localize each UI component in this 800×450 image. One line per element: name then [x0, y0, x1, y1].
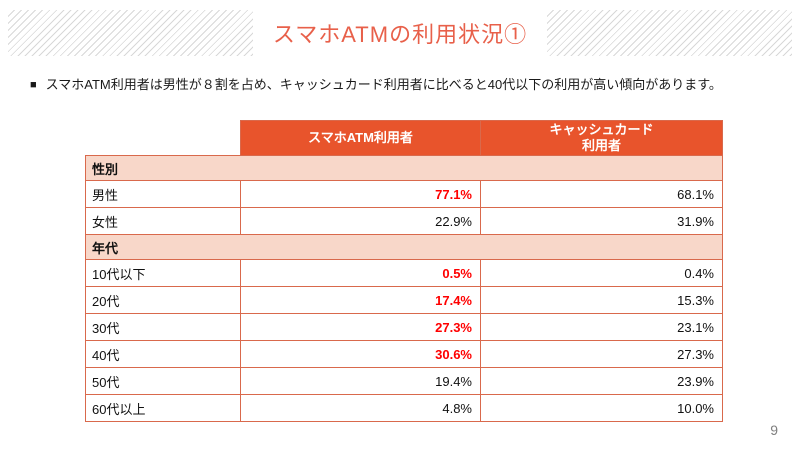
card-value: 23.1% — [480, 313, 723, 341]
row-label: 40代 — [85, 340, 241, 368]
table-header-row: スマホATM利用者 キャッシュカード 利用者 — [85, 120, 723, 156]
row-label: 60代以上 — [85, 394, 241, 422]
row-label: 20代 — [85, 286, 241, 314]
section-row-gender: 性別 — [85, 155, 723, 181]
table-row: 女性 22.9% 31.9% — [85, 207, 723, 235]
corner-cell — [85, 120, 241, 156]
card-value: 23.9% — [480, 367, 723, 395]
row-label: 30代 — [85, 313, 241, 341]
section-label: 性別 — [85, 155, 723, 181]
atm-value: 30.6% — [240, 340, 481, 368]
row-label: 50代 — [85, 367, 241, 395]
row-label: 男性 — [85, 180, 241, 208]
table-row: 20代 17.4% 15.3% — [85, 286, 723, 314]
row-label: 10代以下 — [85, 259, 241, 287]
atm-value: 17.4% — [240, 286, 481, 314]
table-row: 50代 19.4% 23.9% — [85, 367, 723, 395]
header-stripe-right — [547, 10, 792, 56]
card-value: 68.1% — [480, 180, 723, 208]
atm-value: 22.9% — [240, 207, 481, 235]
card-value: 31.9% — [480, 207, 723, 235]
usage-table: スマホATM利用者 キャッシュカード 利用者 性別 男性 77.1% 68.1%… — [85, 120, 723, 422]
table-row: 60代以上 4.8% 10.0% — [85, 394, 723, 422]
header-stripe-left — [8, 10, 253, 56]
summary-bullet-line: ■ スマホATM利用者は男性が８割を占め、キャッシュカード利用者に比べると40代… — [30, 76, 780, 94]
table-row: 30代 27.3% 23.1% — [85, 313, 723, 341]
atm-value: 77.1% — [240, 180, 481, 208]
atm-value: 27.3% — [240, 313, 481, 341]
col-header-atm: スマホATM利用者 — [240, 120, 481, 156]
section-label: 年代 — [85, 234, 723, 260]
card-value: 10.0% — [480, 394, 723, 422]
slide-header: スマホATMの利用状況① — [8, 10, 792, 56]
col-header-card: キャッシュカード 利用者 — [480, 120, 723, 156]
card-value: 0.4% — [480, 259, 723, 287]
table-row: 40代 30.6% 27.3% — [85, 340, 723, 368]
card-value: 15.3% — [480, 286, 723, 314]
section-row-age: 年代 — [85, 234, 723, 260]
atm-value: 4.8% — [240, 394, 481, 422]
atm-value: 19.4% — [240, 367, 481, 395]
bullet-square-icon: ■ — [30, 79, 37, 91]
card-value: 27.3% — [480, 340, 723, 368]
summary-text: スマホATM利用者は男性が８割を占め、キャッシュカード利用者に比べると40代以下… — [45, 77, 722, 92]
table-row: 男性 77.1% 68.1% — [85, 180, 723, 208]
row-label: 女性 — [85, 207, 241, 235]
page-title: スマホATMの利用状況① — [272, 22, 528, 47]
atm-value: 0.5% — [240, 259, 481, 287]
table-row: 10代以下 0.5% 0.4% — [85, 259, 723, 287]
page-number: 9 — [770, 422, 778, 438]
